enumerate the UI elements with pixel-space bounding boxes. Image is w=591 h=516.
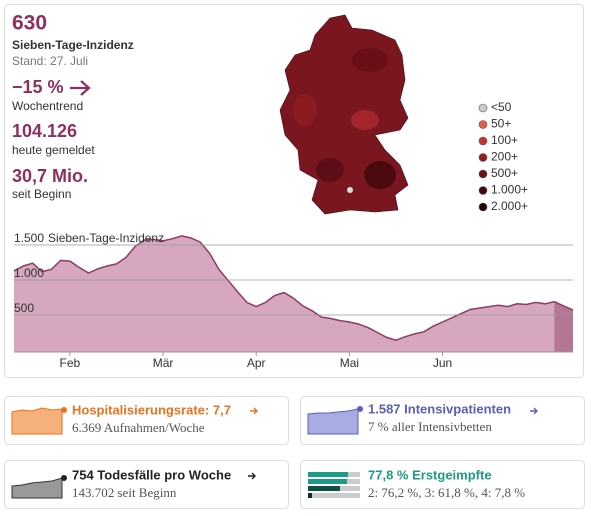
today-label: heute gemeldet bbox=[12, 143, 95, 157]
total-label: seit Beginn bbox=[12, 187, 71, 201]
card-title: 1.587 Intensivpatienten bbox=[368, 401, 511, 416]
x-tick-label: Feb bbox=[60, 356, 81, 370]
legend-label: <50 bbox=[491, 100, 512, 114]
legend-label: 200+ bbox=[491, 150, 518, 164]
y-axis-title: Sieben-Tage-Inzidenz bbox=[48, 231, 164, 245]
deaths-card bbox=[4, 460, 289, 509]
trend-value: −15 % bbox=[12, 77, 64, 97]
card-subtitle: 2: 76,2 %, 3: 61,8 %, 4: 7,8 % bbox=[368, 485, 525, 500]
legend-swatch bbox=[478, 153, 488, 162]
legend-swatch bbox=[478, 136, 488, 146]
icu-card bbox=[300, 396, 585, 445]
area bbox=[14, 235, 573, 352]
legend-label: 50+ bbox=[491, 117, 511, 131]
legend-swatch bbox=[478, 202, 488, 212]
legend-label: 100+ bbox=[491, 133, 518, 147]
trend-label: Wochentrend bbox=[12, 99, 83, 113]
legend-label: 1.000+ bbox=[491, 183, 528, 197]
incidence-value: 630 bbox=[12, 12, 47, 35]
incidence-label: Sieben-Tage-Inzidenz bbox=[12, 38, 134, 52]
legend-label: 2.000+ bbox=[491, 199, 528, 213]
card-title: Hospitalisierungsrate: 7,7 bbox=[72, 402, 231, 417]
x-tick-label: Apr bbox=[247, 356, 266, 370]
today-value: 104.126 bbox=[12, 121, 77, 141]
legend-swatch bbox=[478, 103, 488, 113]
card-subtitle: 7 % aller Intensivbetten bbox=[368, 419, 492, 434]
area-incomplete bbox=[554, 301, 573, 352]
y-tick-label: 1.500 bbox=[14, 231, 44, 245]
germany-map bbox=[279, 14, 409, 215]
trend-arrow bbox=[70, 80, 91, 96]
total-value: 30,7 Mio. bbox=[12, 166, 88, 186]
line bbox=[13, 235, 574, 341]
x-tick-label: Jun bbox=[433, 356, 452, 370]
x-tick-label: Mai bbox=[340, 356, 359, 370]
hospital-card bbox=[4, 396, 289, 445]
vaccination-card bbox=[300, 460, 585, 509]
legend-swatch bbox=[478, 120, 488, 129]
date: Stand: 27. Juli bbox=[12, 54, 88, 68]
y-tick-label: 500 bbox=[14, 301, 34, 315]
card-title: 754 Todesfälle pro Woche bbox=[72, 467, 231, 482]
legend-swatch bbox=[478, 186, 488, 195]
card-subtitle: 6.369 Aufnahmen/Woche bbox=[72, 420, 205, 435]
x-tick-label: Mär bbox=[153, 356, 174, 370]
legend-swatch bbox=[478, 169, 488, 179]
legend-label: 500+ bbox=[491, 166, 518, 180]
card-title: 77,8 % Erstgeimpfte bbox=[368, 467, 492, 482]
y-tick-label: 1.000 bbox=[14, 266, 44, 280]
card-subtitle: 143.702 seit Beginn bbox=[72, 485, 177, 500]
